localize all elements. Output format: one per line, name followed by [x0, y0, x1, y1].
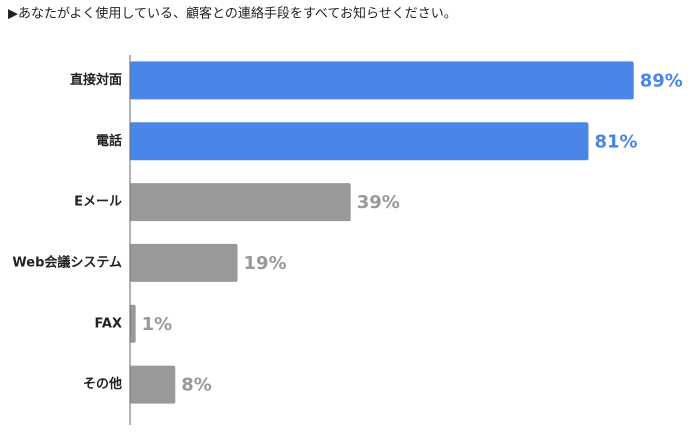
y-tick-label: FAX [95, 316, 122, 331]
value-label: 89% [640, 70, 683, 91]
bar [130, 365, 176, 404]
value-label: 8% [181, 375, 212, 396]
y-tick-label: 電話 [96, 133, 122, 149]
bar [130, 122, 589, 161]
y-tick-label: その他 [83, 376, 122, 392]
value-label: 19% [244, 253, 287, 274]
y-tick-label: Web会議システム [12, 254, 122, 270]
value-label: 81% [594, 131, 637, 152]
value-label: 1% [142, 314, 173, 335]
bar [130, 183, 351, 222]
bar [130, 304, 136, 343]
y-tick-label: 直接対面 [70, 72, 122, 88]
value-label: 39% [357, 192, 400, 213]
bar [130, 61, 634, 100]
bar [130, 243, 238, 282]
chart-title: ▶あなたがよく使用している、顧客との連絡手段をすべてお知らせください。 [8, 6, 457, 22]
y-tick-label: Eメール [74, 195, 122, 210]
